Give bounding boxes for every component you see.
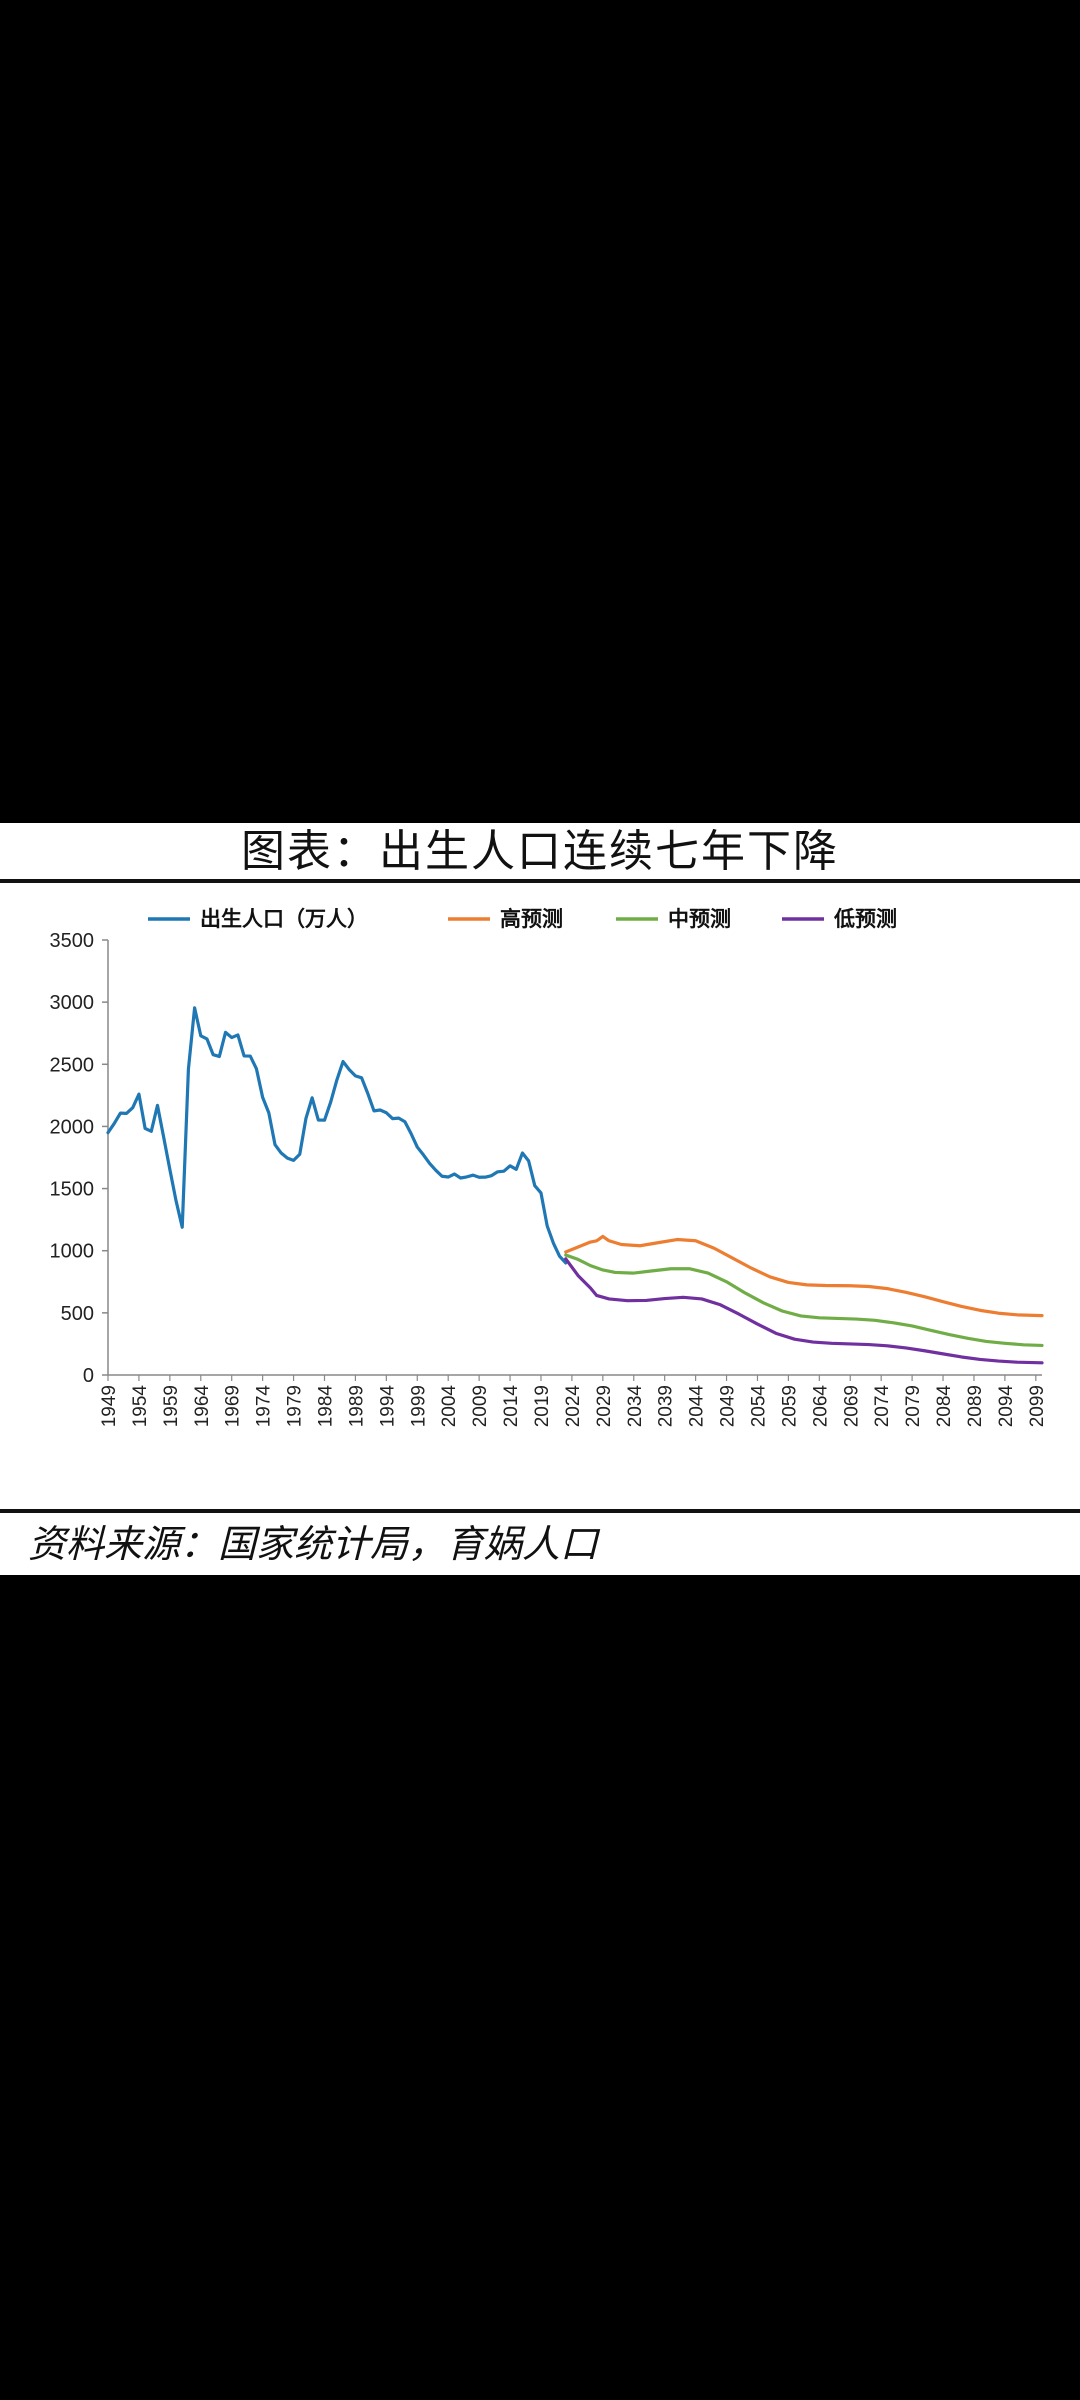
x-tick-label: 1974: [254, 1385, 275, 1428]
x-tick-label: 2019: [532, 1385, 553, 1427]
x-tick-label: 1949: [99, 1385, 120, 1427]
x-tick-label: 2044: [687, 1385, 708, 1428]
series-line-4: [564, 1257, 1044, 1365]
y-tick-label: 500: [61, 1303, 94, 1325]
x-tick-label: 2099: [1027, 1385, 1048, 1427]
series-line-3: [564, 1253, 1044, 1348]
series-layer: [106, 1006, 1044, 1365]
y-tick-label: 3500: [50, 930, 95, 952]
line-chart: 0 500 1000 1500 2000 2500 3000 3500 1949 1954 1959…: [50, 907, 1048, 1427]
y-tick-label: 2000: [50, 1116, 95, 1138]
x-tick-label: 2009: [470, 1385, 491, 1427]
y-tick-label: 1500: [50, 1179, 95, 1201]
x-tick-label: 2024: [563, 1385, 584, 1428]
legend-label-3: 中预测: [668, 907, 731, 931]
x-tick-label: 2039: [656, 1385, 677, 1427]
x-tick-label: 2059: [779, 1385, 800, 1427]
legend-label-4: 低预测: [833, 907, 897, 931]
x-tick-label: 2054: [748, 1385, 769, 1428]
x-tick-label: 1999: [408, 1385, 429, 1427]
legend-label-1: 出生人口（万人）: [200, 907, 368, 931]
x-tick-label: 1959: [161, 1385, 182, 1427]
x-tick-label: 2069: [841, 1385, 862, 1427]
series-line-1: [106, 1006, 568, 1265]
x-tick-label: 2084: [934, 1385, 955, 1428]
x-tick-label: 1964: [192, 1385, 213, 1428]
top-divider: [0, 879, 1080, 883]
y-tick-label: 0: [83, 1365, 94, 1387]
y-tick-label: 2500: [50, 1054, 95, 1076]
x-tick-label: 1984: [315, 1385, 336, 1428]
x-tick-label: 1954: [130, 1385, 151, 1428]
legend: 出生人口（万人） 高预测 中预测 低预测: [148, 907, 897, 931]
x-tick-label: 2029: [594, 1385, 615, 1427]
x-tick-label: 2034: [625, 1385, 646, 1428]
chart-panel: 图表：出生人口连续七年下降 0 500 1000 1500 2000 2500 3000 35…: [0, 823, 1080, 1575]
x-tick-label: 1989: [346, 1385, 367, 1427]
x-tick-label: 2064: [810, 1385, 831, 1428]
x-tick-label: 2094: [996, 1385, 1017, 1428]
y-tick-label: 3000: [50, 992, 95, 1014]
x-tick-label: 1994: [377, 1385, 398, 1428]
x-tick-label: 2014: [501, 1385, 522, 1428]
x-tick-label: 2049: [718, 1385, 739, 1427]
x-tick-label: 2089: [965, 1385, 986, 1427]
bottom-divider: [0, 1509, 1080, 1513]
x-tick-label: 2004: [439, 1385, 460, 1428]
y-tick-label: 1000: [50, 1241, 95, 1263]
x-tick-label: 2079: [903, 1385, 924, 1427]
axes: 0 500 1000 1500 2000 2500 3000 3500 1949 1954 1959…: [50, 930, 1048, 1427]
source-note: 资料来源：国家统计局，育娲人口: [28, 1522, 599, 1566]
series-line-2: [564, 1234, 1044, 1318]
x-tick-label: 1979: [285, 1385, 306, 1427]
legend-label-2: 高预测: [500, 907, 563, 931]
chart-title: 图表：出生人口连续七年下降: [241, 826, 839, 877]
x-tick-label: 1969: [223, 1385, 244, 1427]
x-tick-label: 2074: [872, 1385, 893, 1428]
